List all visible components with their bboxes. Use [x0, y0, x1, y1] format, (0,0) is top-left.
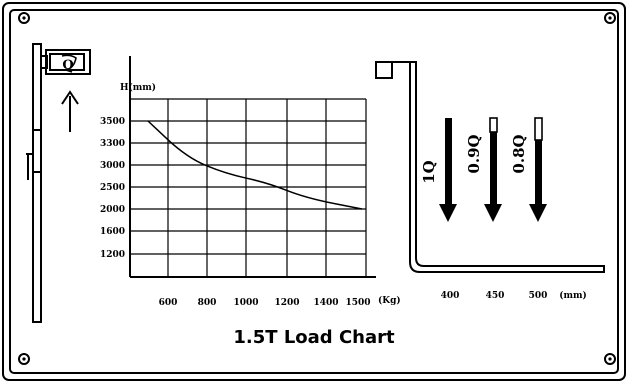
- screw-bottom-right-icon: [604, 353, 616, 365]
- screw-bottom-left-icon: [18, 353, 30, 365]
- chart-tick-labels: 3500 3300 3000 2500 2000 1600 1200 600 800 1000 12…: [100, 117, 371, 308]
- y-tick-label: 3000: [100, 161, 125, 171]
- y-tick-label: 3500: [100, 117, 125, 127]
- y-tick-label: 1200: [100, 250, 125, 260]
- x-tick-label: 600: [159, 298, 178, 308]
- chart-axes: [129, 56, 376, 278]
- mast-load-label: Q: [62, 58, 73, 73]
- load-label-09q: 0.9Q: [465, 134, 483, 173]
- x-tick-label: 1000: [233, 298, 258, 308]
- distance-unit: (mm): [559, 290, 587, 301]
- load-arrow-08q-icon: [529, 117, 547, 222]
- distance-label-500: 500: [529, 291, 548, 301]
- fork-diagram: [375, 61, 605, 273]
- y-tick-label: 1600: [100, 227, 125, 237]
- load-arrow-09q-icon: [484, 117, 502, 222]
- y-tick-label: 3300: [100, 139, 125, 149]
- chart-title: 1.5T Load Chart: [233, 327, 395, 348]
- load-arrow-1q-icon: [439, 118, 457, 222]
- load-label-08q: 0.8Q: [510, 134, 528, 173]
- x-tick-label: 1200: [274, 298, 299, 308]
- y-tick-label: 2500: [100, 183, 125, 193]
- x-axis-label: (Kg): [378, 295, 401, 306]
- x-tick-label: 800: [198, 298, 217, 308]
- screw-top-right-icon: [604, 12, 616, 24]
- distance-label-400: 400: [441, 291, 460, 301]
- x-tick-label: 1500: [345, 298, 370, 308]
- distance-label-450: 450: [486, 291, 505, 301]
- screw-top-left-icon: [18, 12, 30, 24]
- load-curve: [147, 120, 363, 210]
- y-axis-label: H(mm): [120, 82, 156, 93]
- plate-inner-border: [9, 9, 619, 374]
- lift-arrow-icon: [61, 90, 79, 132]
- x-tick-label: 1400: [313, 298, 338, 308]
- y-tick-label: 2000: [100, 205, 125, 215]
- load-label-1q: 1Q: [420, 160, 438, 184]
- chart-grid: [130, 98, 367, 278]
- mast-diagram: [26, 43, 91, 323]
